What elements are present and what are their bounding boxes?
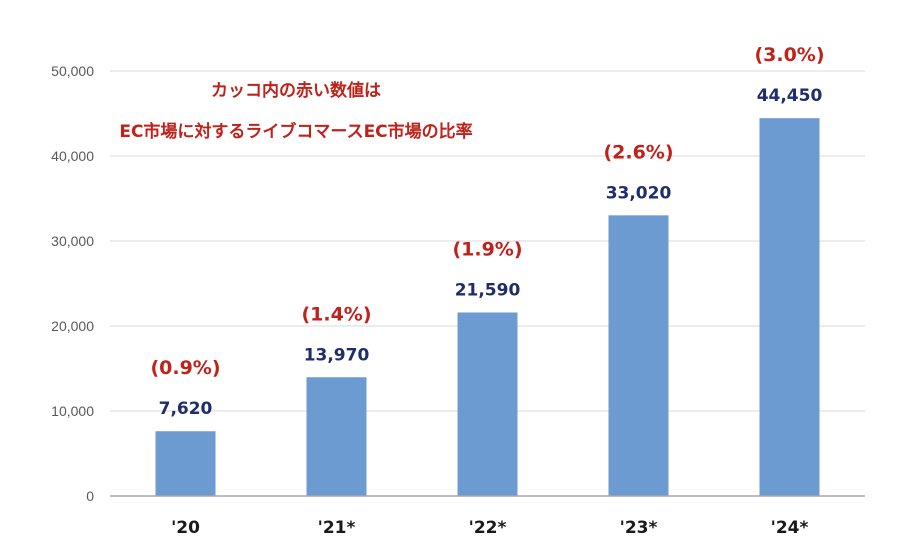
bar	[457, 312, 518, 496]
ratio-label: (2.6%)	[603, 141, 673, 163]
bar	[608, 215, 669, 496]
x-tick-label: '24*	[771, 518, 809, 538]
ratio-label: (3.0%)	[754, 44, 824, 66]
value-label: 13,970	[304, 345, 370, 365]
y-tick-label: 50,000	[51, 63, 94, 79]
y-axis-ticks: 0 10,000 20,000 30,000 40,000 50,000	[51, 63, 94, 504]
value-label: 7,620	[159, 399, 213, 419]
value-labels: 7,620 13,970 21,590 33,020 44,450	[159, 86, 823, 419]
x-axis-ticks: '20 '21* '22* '23* '24*	[171, 518, 808, 538]
bar	[759, 118, 820, 497]
bar	[306, 377, 367, 496]
annotation-line-1: カッコ内の赤い数値は	[211, 80, 381, 101]
ratio-label: (0.9%)	[150, 357, 220, 379]
y-tick-label: 40,000	[51, 148, 94, 164]
gridlines	[110, 70, 865, 412]
value-label: 44,450	[757, 86, 823, 106]
value-label: 33,020	[606, 183, 672, 203]
ratio-labels: (0.9%) (1.4%) (1.9%) (2.6%) (3.0%)	[150, 44, 824, 379]
bars	[155, 118, 820, 497]
annotation-line-2: EC市場に対するライブコマースEC市場の比率	[119, 121, 472, 142]
x-tick-label: '21*	[318, 518, 356, 538]
y-tick-label: 0	[86, 488, 94, 504]
ratio-label: (1.4%)	[301, 303, 371, 325]
ratio-label: (1.9%)	[452, 238, 522, 260]
x-tick-label: '20	[171, 518, 200, 538]
y-tick-label: 10,000	[51, 403, 94, 419]
x-tick-label: '23*	[620, 518, 658, 538]
value-label: 21,590	[455, 280, 521, 300]
x-tick-label: '22*	[469, 518, 507, 538]
y-tick-label: 20,000	[51, 318, 94, 334]
bar	[155, 431, 216, 496]
y-tick-label: 30,000	[51, 233, 94, 249]
